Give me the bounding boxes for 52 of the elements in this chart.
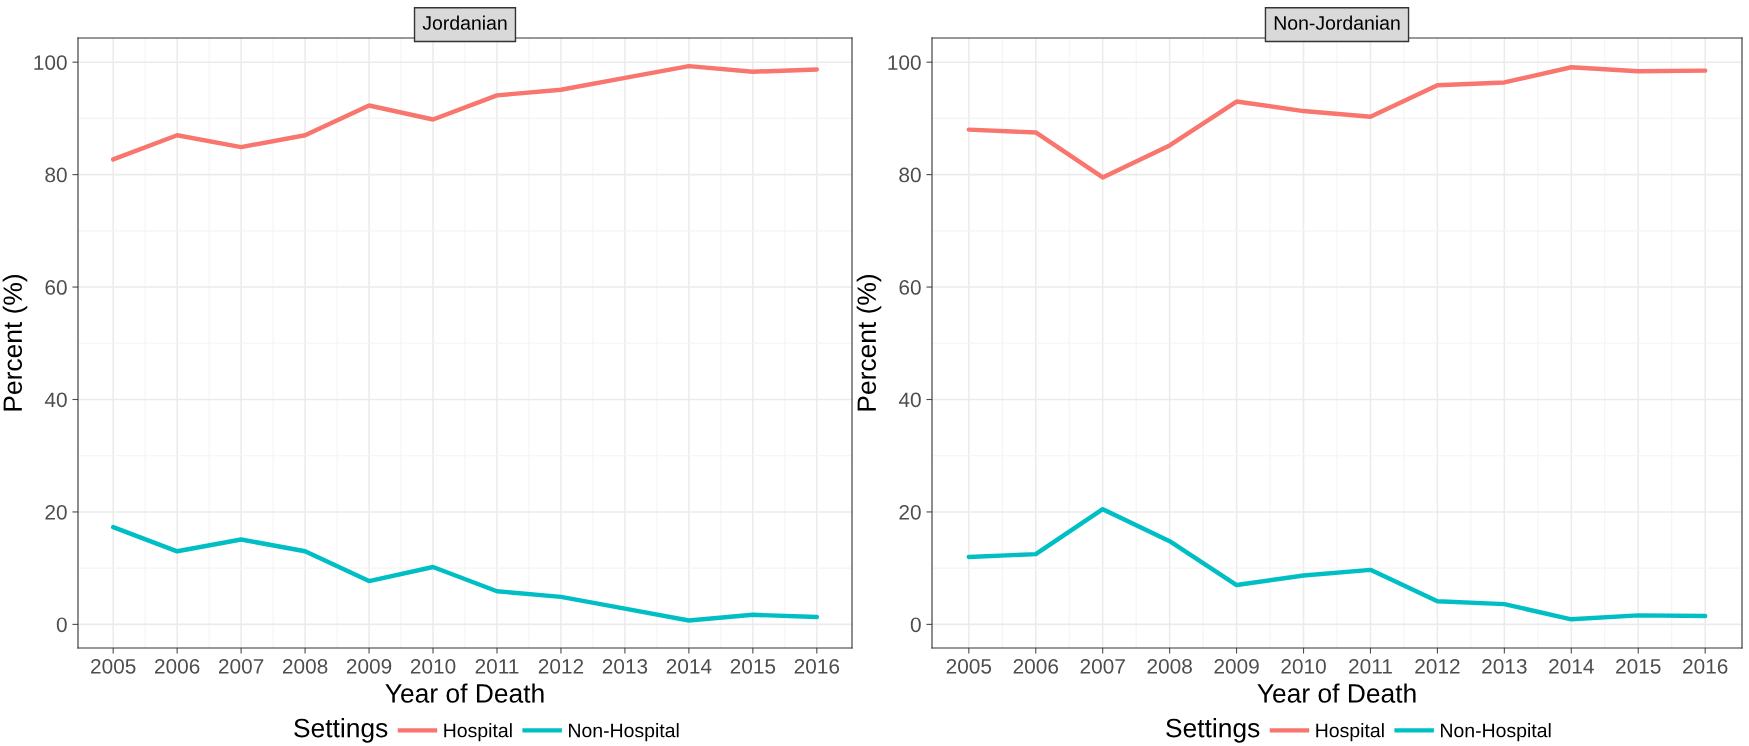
y-tick-label: 100 <box>888 55 921 70</box>
x-tick-label: 2007 <box>218 658 264 674</box>
chart-title: Non-Jordanian <box>1274 15 1400 30</box>
y-tick-label: 60 <box>45 280 67 295</box>
x-tick-label: 2008 <box>1147 658 1192 674</box>
y-tick-label: 0 <box>56 617 67 633</box>
legend-label: Non-Hospital <box>569 723 679 742</box>
y-tick-label: 0 <box>910 617 921 633</box>
x-tick-label: 2010 <box>410 658 456 674</box>
legend-label: Hospital <box>1316 723 1384 742</box>
x-tick-label: 2009 <box>346 658 392 674</box>
chart-title: Jordanian <box>422 15 507 30</box>
line-series <box>966 65 1708 180</box>
x-tick-label: 2013 <box>1482 658 1527 674</box>
x-tick-label: 2009 <box>1214 658 1259 674</box>
y-axis-title: Percent (%) <box>856 274 882 411</box>
x-axis-title: Year of Death <box>385 683 544 703</box>
legend-title: Settings <box>294 718 388 743</box>
line-series <box>966 506 1708 622</box>
line-series <box>110 63 820 162</box>
y-tick-label: 20 <box>45 504 67 520</box>
x-tick-label: 2016 <box>1683 658 1728 674</box>
legend-label: Non-Hospital <box>1441 723 1551 742</box>
x-tick-label: 2011 <box>475 658 519 674</box>
x-tick-label: 2014 <box>666 658 712 674</box>
x-tick-label: 2014 <box>1549 658 1594 674</box>
legend-label: Hospital <box>444 723 512 742</box>
y-tick-label: 80 <box>45 167 67 183</box>
x-tick-label: 2015 <box>1616 658 1661 674</box>
x-tick-label: 2005 <box>946 658 992 674</box>
x-tick-label: 2015 <box>730 658 776 674</box>
legend-title: Settings <box>1166 718 1260 743</box>
x-tick-label: 2011 <box>1349 658 1392 674</box>
x-tick-label: 2007 <box>1080 658 1125 674</box>
x-tick-label: 2005 <box>91 658 136 674</box>
y-tick-label: 80 <box>899 167 921 183</box>
y-tick-label: 40 <box>898 392 921 408</box>
x-tick-label: 2013 <box>602 658 648 674</box>
y-tick-label: 100 <box>34 55 67 70</box>
x-axis-title: Year of Death <box>1257 683 1416 703</box>
x-tick-label: 2006 <box>155 658 200 674</box>
x-tick-label: 2012 <box>538 658 584 674</box>
y-tick-label: 40 <box>44 392 67 408</box>
x-tick-label: 2006 <box>1013 658 1059 674</box>
x-tick-label: 2010 <box>1281 658 1326 674</box>
x-tick-label: 2016 <box>794 658 840 674</box>
y-tick-label: 60 <box>899 280 921 295</box>
x-tick-label: 2008 <box>282 658 328 674</box>
x-tick-label: 2012 <box>1415 658 1460 674</box>
y-tick-label: 20 <box>899 504 921 520</box>
line-series <box>110 524 820 623</box>
y-axis-title: Percent (%) <box>2 274 28 411</box>
